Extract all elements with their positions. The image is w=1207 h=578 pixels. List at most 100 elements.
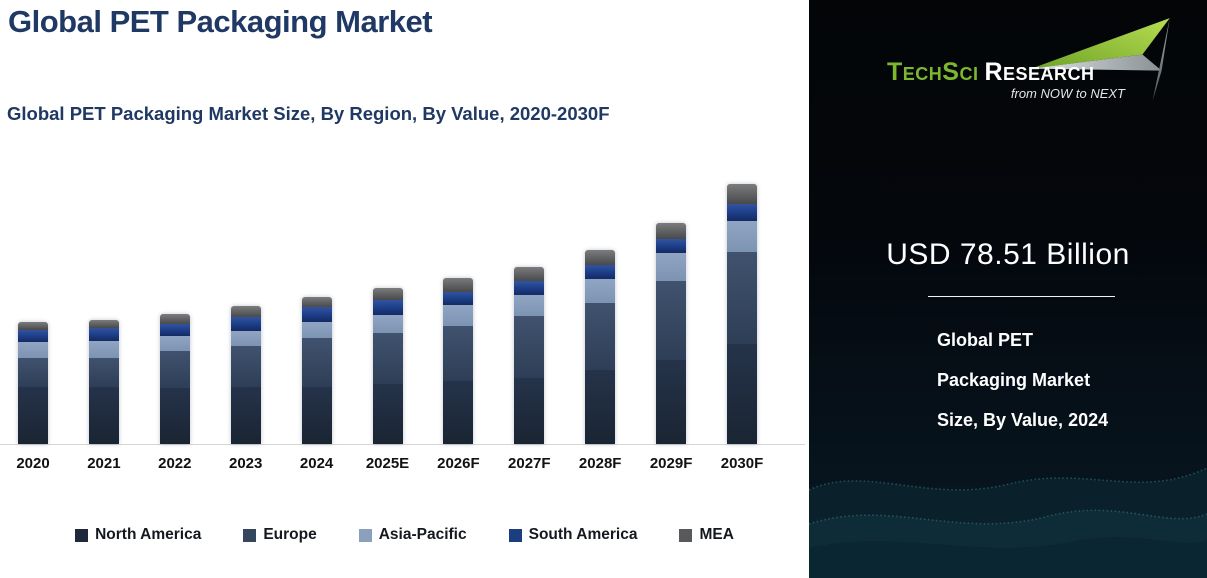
bar-segment-mea [88,320,119,328]
legend-item-mea: MEA [679,526,734,544]
bar-segment-europe [372,333,403,384]
stacked-bar-2021 [88,320,119,444]
bar-segment-mea [585,250,616,265]
legend-item-north-america: North America [75,526,201,544]
legend-item-south-america: South America [508,526,638,544]
bar-segment-south-america [230,317,261,331]
x-axis-label-2020: 2020 [16,455,50,472]
x-axis-label-2021: 2021 [87,455,121,472]
bar-segment-mea [18,322,48,330]
stacked-bar-2027f [514,267,545,444]
stacked-bar-2024 [301,297,332,444]
bar-segment-south-america [443,292,474,305]
logo-brand-green: TechSci [887,58,979,86]
x-axis-labels: 2020 2021 2022 2023 2024 2025E 2026F 2027F 2028F… [0,455,805,479]
legend-item-europe: Europe [243,526,317,544]
legend-swatch-north-america [75,528,89,542]
plot-area [0,140,805,445]
logo-brand-white: Research [984,58,1095,86]
legend-swatch-south-america [508,528,522,542]
wave-decoration [809,467,1207,578]
bar-segment-europe [656,281,687,360]
bar-segment-north-america [230,387,261,444]
bar-segment-north-america [585,370,616,444]
bar-segment-asia-pacific [88,341,119,358]
x-axis-label-2029f: 2029F [649,455,693,472]
stacked-bar-2022 [159,314,190,444]
bar-segment-asia-pacific [443,305,474,326]
legend-label-mea: MEA [699,526,734,543]
bar-segment-south-america [159,324,190,336]
bar-segment-europe [443,326,474,381]
side-panel: TechSci Research from NOW to NEXT USD 78.… [809,0,1207,578]
bar-segment-south-america [88,328,119,341]
bar-segment-south-america [585,265,616,279]
caption-line-2: Packaging Market [937,370,1091,390]
chart-legend: North America Europe Asia-Pacific South Ame… [0,526,809,544]
legend-label-europe: Europe [263,526,317,543]
bar-segment-asia-pacific [301,322,332,338]
stacked-bar-2020 [18,322,48,444]
stacked-bar-2026f [443,278,474,444]
bar-segment-north-america [372,384,403,444]
divider-line [928,296,1115,297]
x-axis-label-2030f: 2030F [720,455,764,472]
highlight-value: USD 78.51 Billion [886,238,1130,271]
x-axis-label-2022: 2022 [158,455,192,472]
bar-segment-mea [727,184,757,204]
bar-segment-europe [18,358,48,387]
x-axis-label-2027f: 2027F [508,455,551,472]
bar-segment-europe [514,316,545,378]
bar-segment-north-america [159,388,190,444]
arrow-icon [1031,18,1170,101]
bar-segment-north-america [727,344,757,444]
bar-segment-south-america [514,281,545,295]
bar-segment-europe [88,358,119,387]
legend-item-asia-pacific: Asia-Pacific [358,526,467,544]
bar-segment-south-america [18,330,48,342]
legend-label-north-america: North America [95,526,202,543]
bar-segment-asia-pacific [727,221,757,252]
bar-segment-asia-pacific [585,279,616,303]
bar-segment-asia-pacific [372,315,403,333]
techsci-logo: TechSci Research from NOW to NEXT [877,8,1170,108]
stacked-bar-2029f [656,223,687,444]
stacked-bar-2030f [727,184,757,444]
caption-line-1: Global PET [937,330,1034,350]
bar-segment-europe [159,351,190,388]
bar-segment-mea [230,306,261,317]
bar-segment-south-america [656,239,687,253]
bar-segment-mea [656,223,687,239]
bar-segment-north-america [301,387,332,444]
legend-label-asia-pacific: Asia-Pacific [378,526,467,543]
bar-segment-asia-pacific [159,336,190,351]
stacked-bar-2028f [585,250,616,444]
stacked-bar-2025e [372,288,403,444]
logo-tagline: from NOW to NEXT [1010,86,1125,101]
panel-caption: Global PET Packaging Market Size, By Val… [937,320,1108,440]
bar-segment-north-america [18,387,48,444]
legend-swatch-asia-pacific [358,528,372,542]
page-title: Global PET Packaging Market [8,4,433,39]
legend-swatch-europe [243,528,257,542]
x-axis-label-2024: 2024 [299,455,334,472]
logo-wordmark: TechSci Research [887,58,1095,87]
bar-segment-mea [159,314,190,324]
bar-segment-asia-pacific [18,342,48,358]
bar-segment-mea [372,288,403,300]
bar-segment-europe [585,303,616,370]
bar-segment-south-america [301,307,332,322]
bar-segment-north-america [514,378,545,444]
bar-segment-asia-pacific [514,295,545,316]
stacked-bar-2023 [230,306,261,444]
legend-label-south-america: South America [528,526,638,543]
legend-swatch-mea [679,528,693,542]
bar-segment-asia-pacific [230,331,261,346]
bar-segment-north-america [88,387,119,444]
x-axis-label-2025e: 2025E [365,455,410,472]
bar-segment-europe [727,252,757,344]
bar-segment-europe [230,346,261,387]
bar-segment-north-america [656,360,687,444]
bar-segment-south-america [727,204,757,221]
